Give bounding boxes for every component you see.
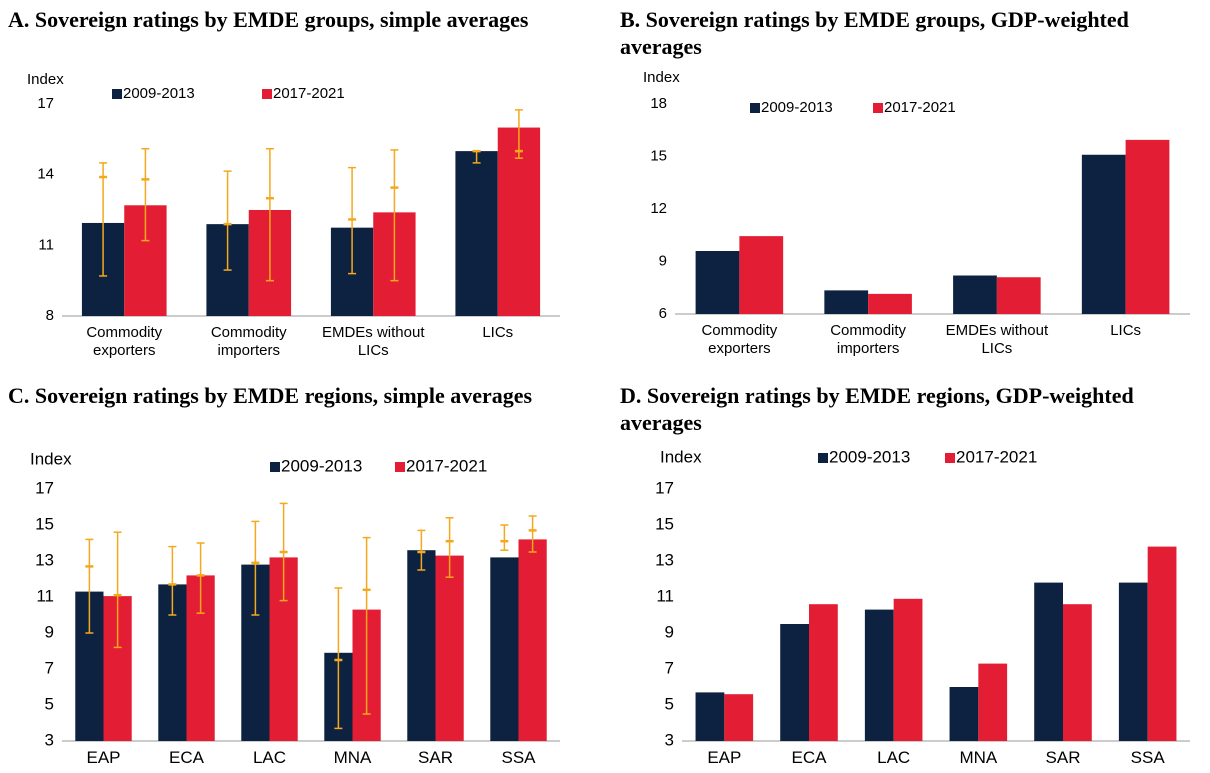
bar: [949, 687, 979, 741]
legend-swatch: [395, 462, 405, 472]
bar: [518, 539, 547, 741]
y-tick-label: 14: [37, 166, 54, 183]
x-tick-label: EMDEs without LICs: [321, 324, 425, 359]
legend-label: 2009-2013: [123, 85, 195, 102]
y-tick-label: 8: [46, 307, 54, 324]
x-tick-label: Commodity importers: [830, 322, 907, 357]
bar: [809, 604, 838, 741]
x-tick-label: LAC: [877, 748, 911, 767]
legend-swatch: [750, 103, 760, 113]
y-tick-label: 11: [656, 586, 674, 605]
x-tick-label: ECA: [791, 748, 827, 767]
y-axis-label: Index: [30, 449, 72, 468]
legend-label: 2017-2021: [884, 99, 956, 116]
chart-title: A. Sovereign ratings by EMDE groups, sim…: [8, 7, 529, 32]
y-tick-label: 7: [45, 658, 54, 677]
y-axis-label: Index: [27, 71, 64, 88]
bar: [1125, 139, 1170, 314]
x-tick-label: MNA: [333, 748, 372, 767]
y-tick-label: 15: [35, 514, 54, 533]
bar: [739, 236, 784, 314]
bar: [1063, 604, 1092, 741]
y-tick-label: 11: [38, 236, 54, 253]
legend-label: 2009-2013: [281, 456, 362, 475]
y-tick-label: 17: [655, 478, 674, 497]
bar: [695, 251, 740, 314]
legend-label: 2017-2021: [406, 456, 487, 475]
legend-swatch: [873, 103, 883, 113]
bar: [1081, 154, 1126, 314]
x-tick-label: EAP: [86, 748, 121, 767]
x-tick-label: Commodity exporters: [701, 322, 778, 357]
bar: [497, 127, 541, 316]
y-tick-label: 15: [655, 514, 674, 533]
y-tick-label: 17: [35, 478, 54, 497]
bar: [724, 694, 754, 741]
y-tick-label: 9: [45, 622, 54, 641]
bar: [1147, 546, 1177, 741]
y-tick-label: 13: [35, 550, 54, 569]
x-tick-label: MNA: [959, 748, 998, 767]
bar: [435, 555, 464, 741]
bar: [455, 151, 498, 316]
bar: [1034, 582, 1063, 741]
legend-swatch: [262, 89, 272, 99]
bar: [695, 692, 725, 741]
legend-swatch: [945, 453, 955, 463]
y-tick-label: 11: [36, 586, 54, 605]
bar: [996, 277, 1041, 314]
bar: [824, 290, 869, 314]
x-tick-label: ECA: [169, 748, 204, 767]
y-tick-label: 13: [655, 550, 674, 569]
y-tick-label: 9: [665, 622, 674, 641]
chart-title: B. Sovereign ratings by EMDE groups, GDP…: [620, 7, 1129, 59]
bar: [490, 557, 519, 741]
legend-label: 2017-2021: [956, 447, 1037, 466]
bar: [893, 598, 923, 741]
x-tick-label: Commodity importers: [210, 324, 287, 359]
x-tick-label: LICs: [482, 324, 514, 341]
chart-title: D. Sovereign ratings by EMDE regions, GD…: [620, 383, 1134, 435]
legend-label: 2017-2021: [273, 85, 345, 102]
bar: [868, 293, 912, 314]
bar: [978, 663, 1008, 741]
x-tick-label: SSA: [1130, 748, 1165, 767]
x-tick-label: EAP: [707, 748, 742, 767]
bar: [407, 550, 436, 741]
y-tick-label: 5: [45, 694, 54, 713]
y-tick-label: 3: [45, 730, 54, 749]
x-tick-label: LICs: [1110, 322, 1142, 339]
y-tick-label: 17: [37, 95, 54, 112]
bar: [953, 275, 997, 314]
y-tick-label: 5: [665, 694, 674, 713]
chart-title: C. Sovereign ratings by EMDE regions, si…: [8, 383, 533, 408]
x-tick-label: SSA: [501, 748, 536, 767]
y-tick-label: 6: [659, 305, 667, 322]
bar: [780, 624, 809, 741]
bar: [864, 609, 894, 741]
x-tick-label: SAR: [1045, 748, 1081, 767]
x-tick-label: EMDEs without LICs: [945, 322, 1049, 357]
y-axis-label: Index: [643, 69, 680, 86]
y-tick-label: 9: [659, 252, 667, 269]
x-tick-label: LAC: [252, 748, 287, 767]
y-tick-label: 18: [650, 95, 667, 112]
y-tick-label: 7: [665, 658, 674, 677]
legend-label: 2009-2013: [829, 447, 910, 466]
legend-swatch: [270, 462, 280, 472]
y-tick-label: 15: [650, 147, 667, 164]
x-tick-label: Commodity exporters: [86, 324, 163, 359]
legend-swatch: [818, 453, 828, 463]
y-tick-label: 3: [665, 730, 674, 749]
y-axis-label: Index: [660, 447, 702, 466]
legend-label: 2009-2013: [761, 99, 833, 116]
legend-swatch: [112, 89, 122, 99]
x-tick-label: SAR: [418, 748, 453, 767]
bar: [1118, 582, 1148, 741]
y-tick-label: 12: [650, 200, 667, 217]
